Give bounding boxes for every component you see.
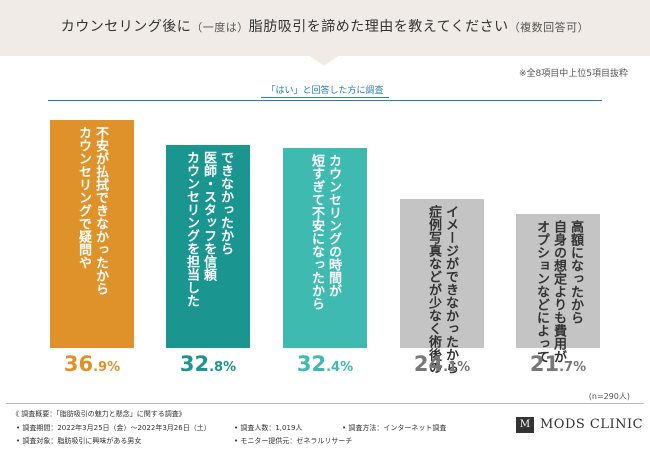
bar-label-1: 不安が払拭できなかったから カウンセリングで疑問や [76,126,108,295]
bar-3: カウンセリングの時間が 短すぎて不安になったから [283,148,367,348]
value-decimal-4: .1% [443,360,471,375]
bar-label-3: カウンセリングの時間が 短すぎて不安になったから [309,154,341,310]
value-label-3: 32.4% [283,352,367,376]
value-integer-1: 36 [63,352,94,376]
selection-note: ※全8項目中上位5項目抜粋 [519,69,628,79]
title-notch [310,56,338,66]
survey-method: • 調査方法：インターネット調査 [342,424,447,432]
bar-1: 不安が払拭できなかったから カウンセリングで疑問や [50,120,134,348]
value-integer-2: 32 [179,352,210,376]
monitor-provider: • モニター提供元：ゼネラルリサーチ [234,437,353,445]
filter-label: 「はい」と回答した方に調査 [261,83,389,98]
sample-size-note: (n=290人) [588,392,630,401]
title-band [0,0,650,56]
value-integer-3: 32 [296,352,327,376]
value-label-1: 36.9% [50,352,134,376]
value-decimal-3: .4% [326,360,354,375]
page-title: カウンセリング後に（一度は）脂肪吸引を諦めた理由を教えてください（複数回答可） [0,16,650,36]
value-label-5: 21.7% [516,352,600,376]
footer-divider [6,403,644,404]
title-paren: （一度は） [191,21,249,34]
value-integer-4: 24 [413,352,444,376]
survey-count: • 調査人数：1,019人 [234,424,303,432]
bar-label-2: できなかったから 医師・スタッフを信頼 カウンセリングを担当した [184,151,233,307]
bar-2: できなかったから 医師・スタッフを信頼 カウンセリングを担当した [166,145,250,348]
value-label-4: 24.1% [400,352,484,376]
value-decimal-2: .8% [209,360,237,375]
title-main: カウンセリング後に [60,19,192,35]
clinic-logo-text: MODS CLINIC [540,417,644,432]
clinic-logo-mark: M [516,417,534,433]
survey-target: • 調査対象：脂肪吸引に興味がある男女 [16,437,142,445]
title-rest: 脂肪吸引を諦めた理由を教えてください [248,19,509,35]
value-decimal-5: .7% [559,360,587,375]
title-suffix: （複数回答可） [508,21,590,34]
bar-label-4: イメージができなかったから 症例写真などが少なく術後の [426,205,458,374]
value-integer-5: 21 [529,352,560,376]
bar-label-5: 高額になったから 自身の想定よりも費用が オプションなどによって [534,220,583,363]
value-label-2: 32.8% [166,352,250,376]
survey-overview: 《 調査概要：「脂肪吸引の魅力と懸念」に関する調査》 [12,410,186,418]
filter-divider [48,100,602,101]
value-decimal-1: .9% [93,360,121,375]
bar-4: イメージができなかったから 症例写真などが少なく術後の [400,199,484,374]
bar-5: 高額になったから 自身の想定よりも費用が オプションなどによって [516,214,600,363]
survey-period: • 調査期間：2022年3月25日（金）～2022年3月26日（土） [16,424,211,432]
